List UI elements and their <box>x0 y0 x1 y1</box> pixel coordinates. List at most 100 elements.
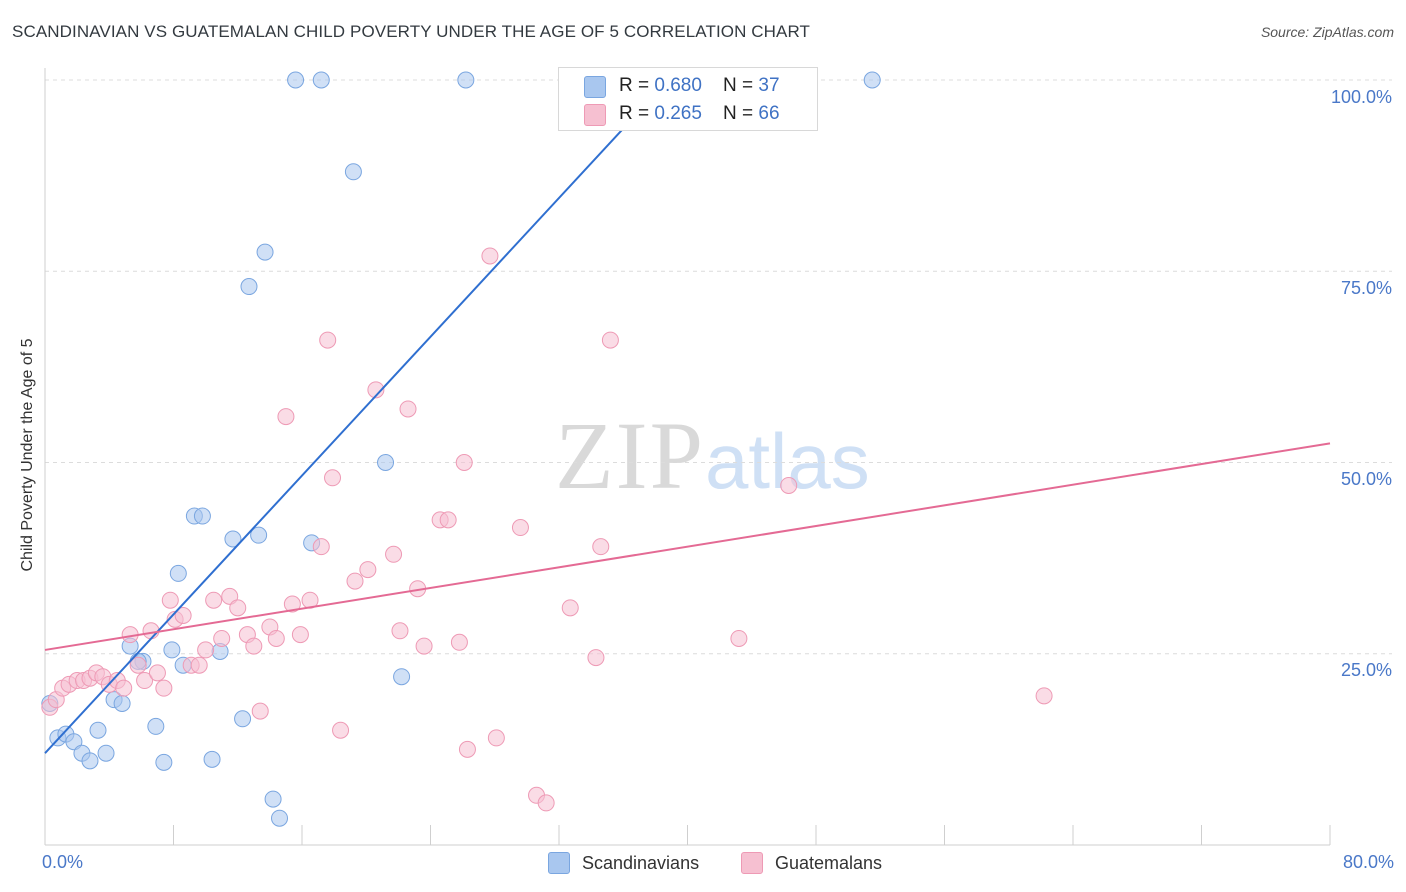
r-label: R = <box>619 103 655 124</box>
data-point-scandinavians <box>163 641 181 659</box>
stats-legend: R = 0.680 N = 37 R = 0.265 N = 66 <box>558 67 818 131</box>
y-tick-label-100: 100.0% <box>1330 87 1392 107</box>
trend-line-scandinavians <box>44 79 669 754</box>
data-point-scandinavians <box>169 564 187 582</box>
chart-title: SCANDINAVIAN VS GUATEMALAN CHILD POVERTY… <box>12 22 811 41</box>
data-point-guatemalans <box>161 591 179 609</box>
data-point-guatemalans <box>142 622 160 640</box>
data-point-scandinavians <box>377 454 395 471</box>
n-value: 37 <box>758 75 780 96</box>
legend-swatch-guatemalans <box>584 104 606 126</box>
data-point-guatemalans <box>148 664 166 682</box>
data-point-guatemalans <box>367 381 385 399</box>
y-tick-label-75: 75.0% <box>1340 278 1392 298</box>
data-point-guatemalans <box>174 607 192 624</box>
data-point-scandinavians <box>863 71 881 89</box>
data-point-guatemalans <box>205 591 223 609</box>
data-point-scandinavians <box>457 71 475 89</box>
data-point-scandinavians <box>234 710 252 728</box>
data-point-guatemalans <box>455 454 473 471</box>
x-tick-label-max: 80.0% <box>1342 852 1394 872</box>
data-point-guatemalans <box>415 637 433 655</box>
data-point-guatemalans <box>319 331 337 349</box>
data-point-scandinavians <box>81 752 99 770</box>
n-label: N = <box>723 75 759 96</box>
data-point-guatemalans <box>229 599 247 617</box>
data-point-guatemalans <box>458 740 476 758</box>
r-value: 0.265 <box>654 103 702 124</box>
data-point-guatemalans <box>245 637 263 655</box>
data-point-guatemalans <box>537 794 555 812</box>
legend-label-guatemalans: Guatemalans <box>775 852 883 873</box>
data-point-scandinavians <box>113 694 131 712</box>
data-point-scandinavians <box>240 278 258 296</box>
data-point-scandinavians <box>256 243 274 261</box>
x-tick-label-min: 0.0% <box>42 852 84 872</box>
data-point-guatemalans <box>481 247 499 265</box>
data-point-scandinavians <box>287 71 305 89</box>
data-point-guatemalans <box>346 572 364 590</box>
trend-line-guatemalans <box>44 442 1331 651</box>
data-point-scandinavians <box>203 750 221 768</box>
data-point-guatemalans <box>399 400 417 418</box>
data-point-guatemalans <box>780 476 798 494</box>
n-value: 66 <box>758 103 780 124</box>
legend-text-scandinavians: R = 0.680 N = 37 <box>619 75 780 97</box>
n-label: N = <box>723 103 759 124</box>
data-point-guatemalans <box>155 679 173 697</box>
data-point-guatemalans <box>592 538 610 556</box>
data-point-guatemalans <box>439 511 457 529</box>
data-point-guatemalans <box>450 633 468 651</box>
data-point-guatemalans <box>324 469 342 487</box>
data-point-guatemalans <box>190 656 208 674</box>
data-point-guatemalans <box>487 729 505 747</box>
data-point-guatemalans <box>251 702 269 720</box>
data-point-scandinavians <box>89 721 107 739</box>
data-point-guatemalans <box>332 721 350 739</box>
data-point-scandinavians <box>155 753 173 771</box>
data-point-guatemalans <box>115 679 133 697</box>
data-point-scandinavians <box>224 530 242 548</box>
data-point-guatemalans <box>391 622 409 640</box>
data-point-guatemalans <box>283 595 301 613</box>
data-point-scandinavians <box>393 668 411 686</box>
data-point-guatemalans <box>561 599 579 617</box>
r-label: R = <box>619 75 655 96</box>
data-point-scandinavians <box>250 526 268 544</box>
data-point-guatemalans <box>213 629 231 647</box>
data-point-scandinavians <box>97 744 115 762</box>
data-point-guatemalans <box>277 408 295 426</box>
data-point-guatemalans <box>136 672 154 690</box>
data-point-guatemalans <box>312 538 330 556</box>
data-point-guatemalans <box>587 649 605 667</box>
data-point-guatemalans <box>129 656 147 674</box>
data-point-guatemalans <box>730 629 748 647</box>
legend-swatch-guatemalans <box>741 852 763 874</box>
data-point-scandinavians <box>193 507 211 525</box>
y-tick-label-50: 50.0% <box>1340 469 1392 489</box>
y-tick-label-25: 25.0% <box>1340 660 1392 680</box>
data-point-guatemalans <box>291 626 309 644</box>
data-point-guatemalans <box>511 519 529 537</box>
source-label: Source: ZipAtlas.com <box>1260 24 1394 40</box>
legend-item-guatemalans: Guatemalans <box>741 852 882 874</box>
r-value: 0.680 <box>654 75 702 96</box>
data-point-scandinavians <box>344 163 362 181</box>
data-point-guatemalans <box>359 561 377 579</box>
data-point-scandinavians <box>264 790 282 808</box>
data-point-guatemalans <box>1035 687 1053 705</box>
legend-item-scandinavians: Scandinavians <box>548 852 699 874</box>
data-point-guatemalans <box>267 629 285 647</box>
data-point-scandinavians <box>147 717 165 735</box>
legend-swatch-scandinavians <box>584 76 606 98</box>
series-legend: Scandinavians Guatemalans <box>0 852 1406 878</box>
data-point-guatemalans <box>601 331 619 349</box>
data-point-guatemalans <box>385 545 403 563</box>
legend-label-scandinavians: Scandinavians <box>582 852 700 873</box>
legend-swatch-scandinavians <box>548 852 570 874</box>
legend-text-guatemalans: R = 0.265 N = 66 <box>619 103 780 125</box>
data-point-scandinavians <box>271 809 289 827</box>
data-point-guatemalans <box>197 641 215 659</box>
data-point-scandinavians <box>312 71 330 89</box>
